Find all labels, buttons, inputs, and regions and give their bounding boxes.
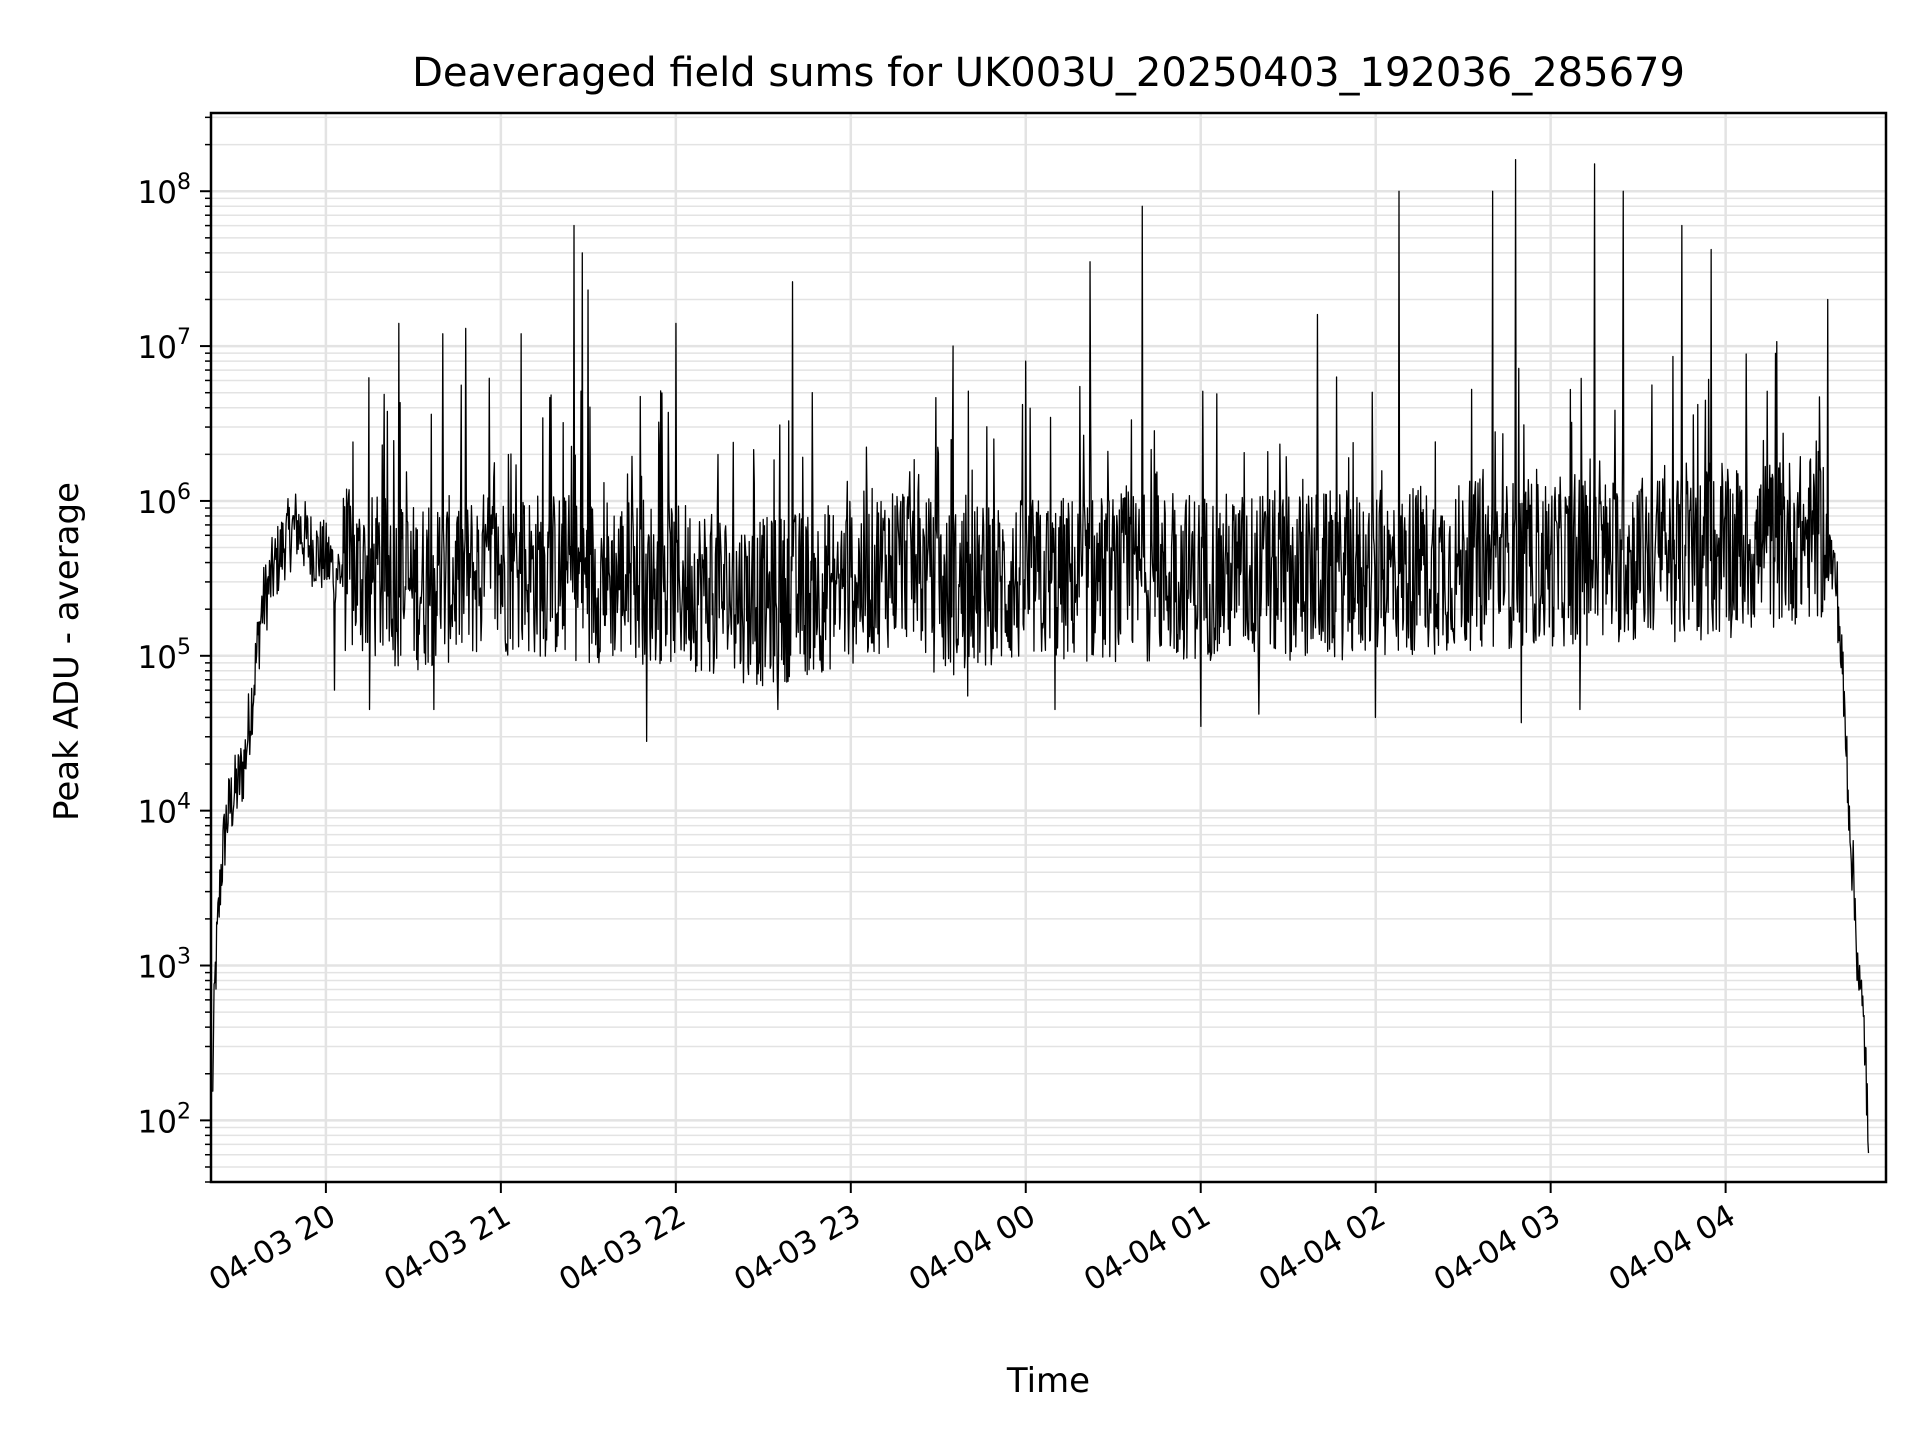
y-tick-label: 106	[138, 480, 191, 521]
series-layer	[211, 158, 1870, 1154]
series-line	[211, 158, 1870, 1154]
y-axis-title: Peak ADU - average	[47, 482, 87, 821]
plot-frame	[209, 111, 1888, 1184]
y-axis-ticks: 102 103 104 105 106 107 108	[138, 116, 211, 1183]
y-tick-label: 102	[138, 1099, 191, 1140]
y-tick-label: 104	[138, 790, 191, 831]
chart-title: Deaveraged field sums for UK003U_2025040…	[412, 50, 1685, 96]
y-tick-label: 108	[138, 170, 191, 211]
y-tick-label: 105	[138, 635, 191, 676]
y-tick-label: 107	[138, 325, 191, 366]
y-tick-label: 103	[138, 945, 191, 986]
x-axis-title: Time	[1006, 1361, 1090, 1401]
